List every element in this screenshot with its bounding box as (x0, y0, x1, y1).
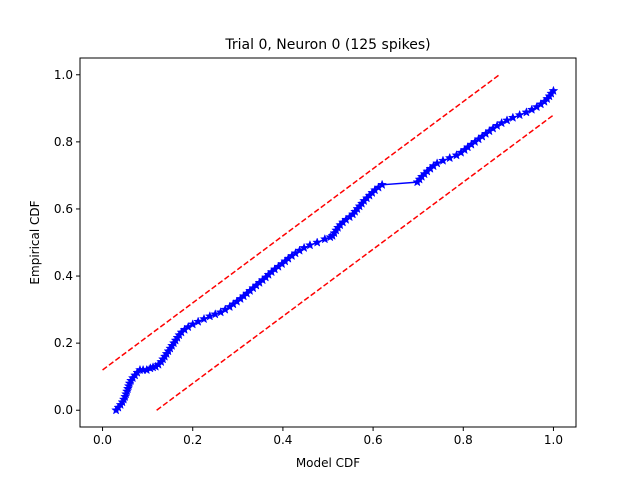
data-point-star (438, 155, 448, 165)
chart-marks (102, 74, 559, 415)
data-point-star (514, 109, 525, 120)
data-point-star (548, 85, 559, 96)
data-point-star (432, 158, 443, 168)
data-point-star (299, 242, 310, 253)
data-point-star (312, 237, 323, 247)
y-axis-label: Empirical CDF (28, 200, 42, 284)
axes-frame (79, 57, 577, 428)
y-tick-label: 0.6 (54, 202, 73, 216)
x-tick-label: 0.8 (454, 433, 473, 447)
x-tick-label: 0.2 (183, 433, 202, 447)
data-point-star (193, 316, 204, 326)
y-axis-ticks: 0.0 0.2 0.4 0.6 0.8 1.0 (54, 68, 80, 417)
x-axis-ticks: 0.0 0.2 0.4 0.6 0.8 1.0 (93, 427, 563, 447)
x-tick-label: 1.0 (544, 433, 563, 447)
y-tick-label: 0.2 (54, 336, 73, 350)
data-point-star (444, 152, 455, 163)
x-axis-label: Model CDF (296, 456, 360, 470)
confidence-bound-line (102, 74, 500, 371)
data-point-star (507, 112, 518, 122)
y-tick-label: 0.4 (54, 269, 73, 283)
data-point-star (199, 313, 209, 324)
data-point-star (305, 239, 315, 250)
confidence-bound-line (156, 114, 554, 411)
y-tick-label: 0.8 (54, 135, 73, 149)
y-tick-label: 0.0 (54, 403, 73, 417)
data-point-star (377, 179, 388, 190)
chart-title: Trial 0, Neuron 0 (125 spikes) (224, 37, 430, 53)
x-tick-label: 0.4 (273, 433, 292, 447)
x-tick-label: 0.0 (93, 433, 112, 447)
y-tick-label: 1.0 (54, 68, 73, 82)
data-point-star (502, 115, 512, 125)
x-tick-label: 0.6 (364, 433, 383, 447)
